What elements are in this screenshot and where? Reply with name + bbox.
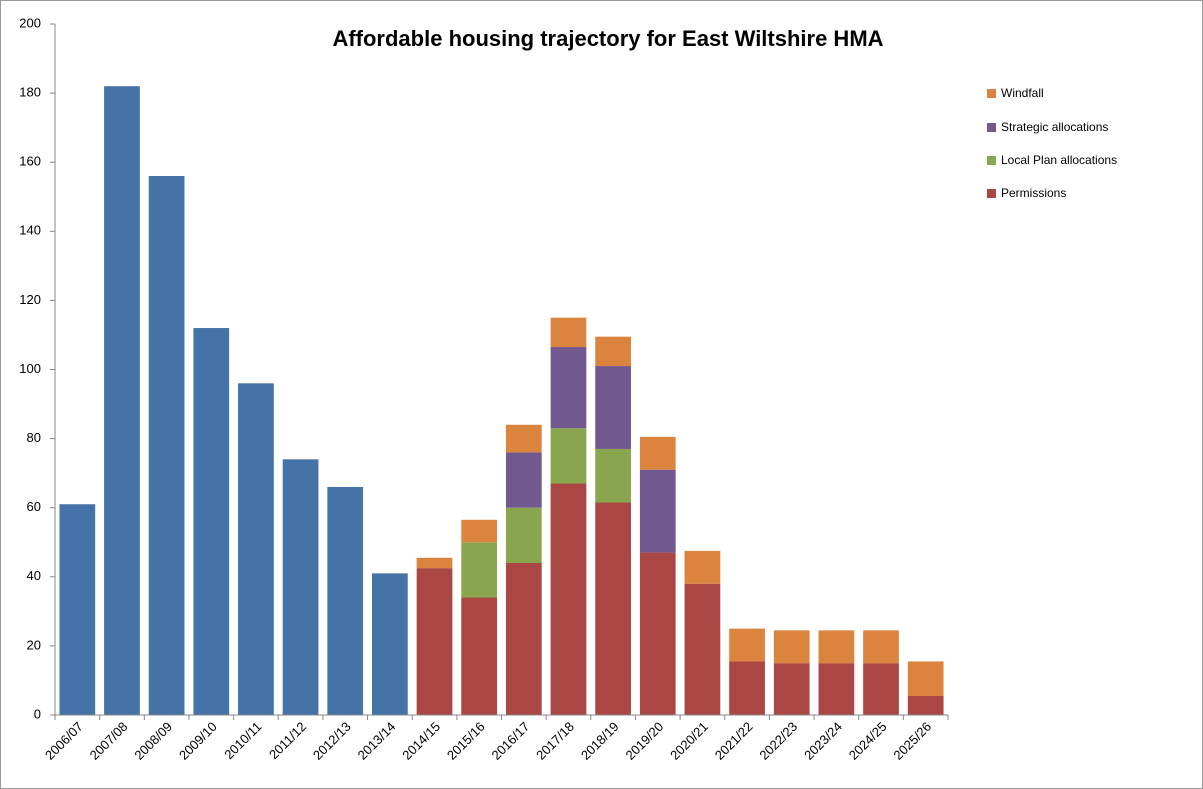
bar-segment: [461, 597, 498, 715]
legend-label: Strategic allocations: [1001, 120, 1109, 134]
y-tick-label: 20: [27, 637, 41, 652]
bar-segment: [729, 628, 765, 662]
bar-segment: [595, 366, 631, 449]
bar-segment: [104, 86, 140, 715]
y-tick-label: 0: [34, 706, 41, 721]
y-tick-label: 180: [19, 85, 41, 100]
bar-segment: [729, 661, 765, 715]
legend-label: Permissions: [1001, 186, 1067, 200]
bar-segment: [505, 424, 542, 453]
bar-segment: [461, 542, 498, 598]
bar-segment: [818, 630, 855, 664]
bar-segment: [550, 483, 587, 715]
bar-segment: [639, 436, 676, 470]
legend-swatch: [987, 189, 996, 198]
y-tick-label: 80: [27, 430, 41, 445]
bar-segment: [59, 504, 96, 715]
y-tick-label: 160: [19, 154, 41, 169]
bar-segment: [416, 557, 453, 569]
bar-segment: [416, 568, 453, 715]
bar-segment: [907, 695, 944, 715]
bar-segment: [684, 550, 721, 584]
legend-swatch: [987, 89, 996, 98]
bar-segment: [863, 663, 899, 715]
legend-label: Local Plan allocations: [1001, 153, 1118, 167]
bar-segment: [595, 336, 631, 367]
bar-segment: [505, 507, 542, 563]
legend-label: Windfall: [1001, 86, 1044, 100]
legend-item: Strategic allocations: [987, 120, 1136, 135]
legend-item: Local Plan allocations: [987, 153, 1136, 168]
bar-segment: [684, 583, 721, 715]
bar-segment: [372, 573, 408, 715]
y-tick-label: 100: [19, 361, 41, 376]
legend-swatch: [987, 156, 996, 165]
bar-segment: [327, 486, 364, 715]
bar-segment: [550, 317, 587, 348]
bar-segment: [193, 328, 230, 715]
y-tick-label: 140: [19, 223, 41, 238]
bar-segment: [595, 448, 631, 503]
legend-item: Windfall: [987, 86, 1136, 101]
bar-segment: [907, 661, 944, 696]
bar-segment: [818, 663, 855, 715]
legend-item: Permissions: [987, 186, 1136, 201]
bar-segment: [595, 502, 631, 715]
bar-segment: [505, 562, 542, 715]
bar-segment: [282, 459, 319, 715]
y-tick-label: 60: [27, 499, 41, 514]
bar-segment: [863, 630, 899, 664]
bar-segment: [639, 469, 676, 553]
bar-segment: [505, 452, 542, 508]
legend-swatch: [987, 123, 996, 132]
bar-segment: [773, 630, 810, 664]
bar-segment: [550, 347, 587, 429]
chart-title: Affordable housing trajectory for East W…: [332, 26, 883, 51]
y-tick-label: 40: [27, 568, 41, 583]
bar-segment: [461, 519, 498, 543]
bar-segment: [148, 176, 185, 715]
y-tick-label: 200: [19, 15, 41, 30]
bar-segment: [238, 383, 274, 715]
y-tick-label: 120: [19, 292, 41, 307]
bar-segment: [773, 663, 810, 715]
bar-segment: [639, 552, 676, 715]
bar-segment: [550, 428, 587, 484]
